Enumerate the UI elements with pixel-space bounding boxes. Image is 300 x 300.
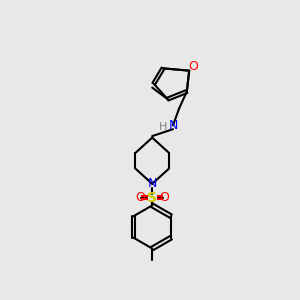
Text: O: O xyxy=(160,191,170,204)
Text: N: N xyxy=(168,119,178,132)
Text: H: H xyxy=(158,122,167,132)
Text: S: S xyxy=(147,191,157,205)
Text: O: O xyxy=(135,191,145,204)
Text: O: O xyxy=(188,60,198,73)
Text: N: N xyxy=(148,177,157,190)
